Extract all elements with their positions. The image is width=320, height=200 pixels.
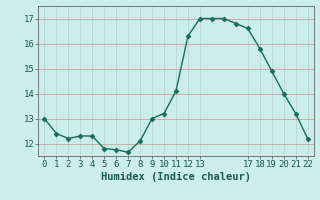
X-axis label: Humidex (Indice chaleur): Humidex (Indice chaleur) (101, 172, 251, 182)
